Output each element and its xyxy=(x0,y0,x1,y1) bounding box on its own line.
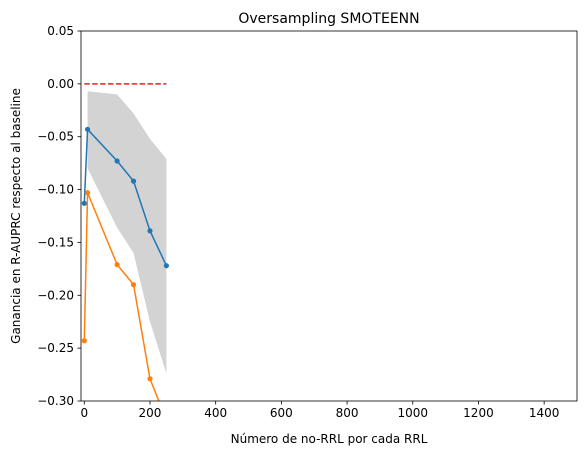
x-tick-label: 1000 xyxy=(397,406,428,420)
series-1-point xyxy=(81,338,87,344)
series-1-point xyxy=(84,190,91,196)
y-axis-ticks: 0.05 0.00 −0.05 −0.10 −0.15 −0.20 −0.25 −0.30 xyxy=(37,24,81,408)
x-tick-label: 600 xyxy=(270,406,293,420)
series-1-point xyxy=(147,376,153,382)
series-1-line xyxy=(83,192,160,401)
series-1-point xyxy=(114,262,120,268)
y-tick-label: −0.25 xyxy=(37,341,74,355)
plot-area xyxy=(81,83,170,422)
series-1-point xyxy=(130,282,137,288)
series-0-point xyxy=(130,178,137,184)
chart-title: Oversampling SMOTEENN xyxy=(238,11,419,27)
x-tick-label: 800 xyxy=(336,406,359,420)
y-tick-label: 0.00 xyxy=(47,77,74,91)
series-1-point xyxy=(164,417,169,422)
x-tick-label: 1200 xyxy=(463,406,494,420)
y-tick-label: −0.10 xyxy=(37,183,74,197)
x-tick-label: 400 xyxy=(204,406,227,420)
series-0-point xyxy=(147,228,153,234)
series-0-line xyxy=(83,127,168,267)
y-tick-label: −0.05 xyxy=(37,130,74,144)
series-0-point xyxy=(81,200,87,206)
x-tick-label: 200 xyxy=(139,406,162,420)
axes-border xyxy=(80,30,578,402)
y-tick-label: −0.20 xyxy=(37,288,74,302)
x-axis-label: Número de no-RRL por cada RRL xyxy=(231,432,428,446)
confidence-band xyxy=(87,91,167,374)
x-tick-label: 0 xyxy=(80,406,88,420)
y-tick-label: 0.05 xyxy=(47,24,74,38)
y-tick-label: −0.30 xyxy=(37,394,74,408)
series-0-point xyxy=(114,158,120,164)
series-0-point xyxy=(163,263,170,269)
y-axis-label: Ganancia en R-AUPRC respecto al baseline xyxy=(9,88,23,344)
x-tick-label: 1400 xyxy=(529,406,560,420)
series-0-point xyxy=(84,126,91,132)
axes-frame xyxy=(80,30,578,402)
y-tick-label: −0.15 xyxy=(37,235,74,249)
x-axis-ticks: 0 200 400 600 800 1000 1200 1400 xyxy=(80,401,559,420)
